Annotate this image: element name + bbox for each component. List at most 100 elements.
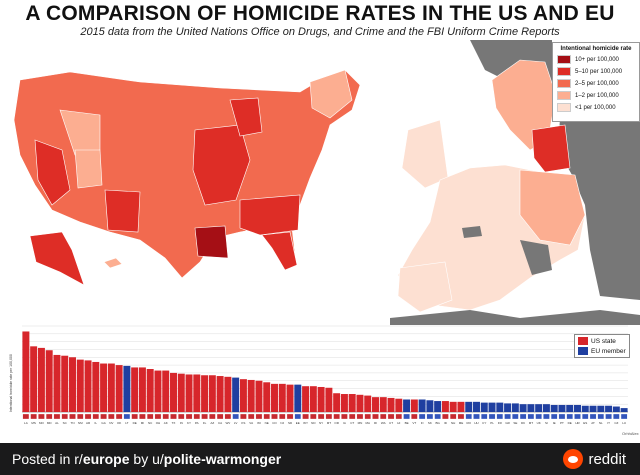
us-new-england: [309, 69, 353, 119]
us-hawaii: [103, 257, 123, 269]
bar-chart-grid: [22, 325, 628, 413]
flag-icon: [22, 413, 30, 420]
bar: [340, 394, 348, 412]
tick-label: HR: [575, 421, 580, 425]
bar: [465, 401, 473, 412]
tick-label: ND: [311, 421, 316, 425]
tick-label: LT: [125, 421, 128, 425]
tick-label: NL: [599, 421, 603, 425]
flag-icon: [457, 413, 465, 420]
user-link[interactable]: polite-warmonger: [163, 451, 282, 467]
bar-chart-tick-labels: LA MS MO MD AL SC TN NM AR IL GA NV OK LT DE MI NC OH AK TX…: [24, 421, 626, 425]
bar: [441, 401, 449, 412]
flag-icon: [302, 413, 309, 420]
tick-label: ES: [583, 421, 587, 425]
bar: [488, 402, 496, 412]
tick-label: PA: [195, 421, 199, 425]
tick-label: WY: [303, 421, 308, 425]
tick-label: AL: [55, 421, 59, 425]
tick-label: FR: [498, 421, 503, 425]
flag-icon: [232, 413, 239, 420]
flag-icon: [333, 413, 340, 420]
us-florida: [261, 231, 298, 271]
flag-icon: [387, 413, 395, 420]
bar: [302, 386, 310, 412]
bar: [162, 370, 170, 412]
tick-label: AT: [591, 421, 595, 425]
tick-label: NH: [451, 421, 455, 425]
bar: [131, 367, 139, 412]
tick-label: PL: [490, 421, 494, 425]
flag-icon: [356, 413, 364, 420]
tick-label: LA: [24, 421, 28, 425]
flag-icon: [178, 413, 185, 420]
tick-label: GA: [101, 421, 105, 425]
bar: [193, 374, 201, 412]
legend-swatch: [557, 79, 571, 88]
flag-icon: [434, 413, 441, 420]
flag-icon: [566, 413, 573, 420]
flag-icon: [426, 413, 434, 420]
flag-icon: [84, 413, 92, 420]
flag-icon: [139, 413, 146, 420]
tick-label: IE: [553, 421, 556, 425]
bar: [309, 386, 317, 412]
bar: [387, 397, 395, 412]
flag-icon: [380, 413, 387, 420]
bar: [247, 379, 255, 412]
flag-icon: [589, 413, 597, 420]
legend-label: 2–5 per 100,000: [575, 80, 619, 87]
legend-label: <1 per 100,000: [575, 104, 616, 111]
tick-label: WI: [257, 421, 261, 425]
flag-icon: [465, 413, 472, 420]
legend-swatch: [557, 67, 571, 76]
bar: [348, 394, 356, 412]
bar: [395, 398, 403, 412]
bar: [286, 384, 294, 412]
us-new-mexico: [104, 189, 141, 233]
bar: [76, 359, 84, 412]
bar: [379, 397, 387, 412]
balkans-non-eu: [520, 240, 552, 275]
bar: [566, 404, 574, 412]
tick-label: CT: [350, 421, 354, 425]
bar: [154, 370, 162, 412]
flag-icon: [442, 413, 449, 420]
legend-item: EU member: [578, 347, 626, 355]
tick-label: MA: [365, 421, 370, 425]
tick-label: IT: [607, 421, 610, 425]
tick-label: AK: [164, 421, 168, 425]
tick-label: RI: [374, 421, 377, 425]
tick-label: AZ: [210, 421, 214, 425]
reddit-brand[interactable]: reddit: [563, 449, 626, 469]
bar: [100, 363, 108, 412]
bar: [138, 367, 146, 412]
flag-icon: [131, 413, 138, 420]
bar: [325, 387, 333, 412]
tick-label: NJ: [280, 421, 284, 425]
tick-label: MI: [141, 421, 144, 425]
tick-label: OK: [117, 421, 121, 425]
bar: [449, 401, 457, 412]
flag-icon: [325, 413, 333, 420]
tick-label: MS: [31, 421, 36, 425]
tick-label: UK: [537, 421, 541, 425]
tick-label: AR: [86, 421, 91, 425]
flag-icon: [185, 413, 193, 420]
legend-label: 1–2 per 100,000: [575, 92, 619, 99]
eastern-eu: [519, 169, 586, 246]
legend-label: EU member: [591, 347, 626, 355]
flag-icon: [92, 413, 100, 420]
tick-label: ID: [444, 421, 448, 425]
flag-icon: [123, 413, 131, 420]
tick-label: MT: [529, 421, 533, 425]
tick-label: DE: [133, 421, 137, 425]
tick-label: SC: [63, 421, 68, 425]
subreddit-link[interactable]: europe: [82, 451, 130, 467]
legend-item: <1 per 100,000: [557, 103, 639, 112]
flag-icon: [348, 413, 356, 420]
bar-chart-legend: US state EU member: [574, 334, 630, 358]
bar: [457, 401, 465, 412]
legend-item: 2–5 per 100,000: [557, 79, 639, 88]
bar: [372, 397, 379, 412]
